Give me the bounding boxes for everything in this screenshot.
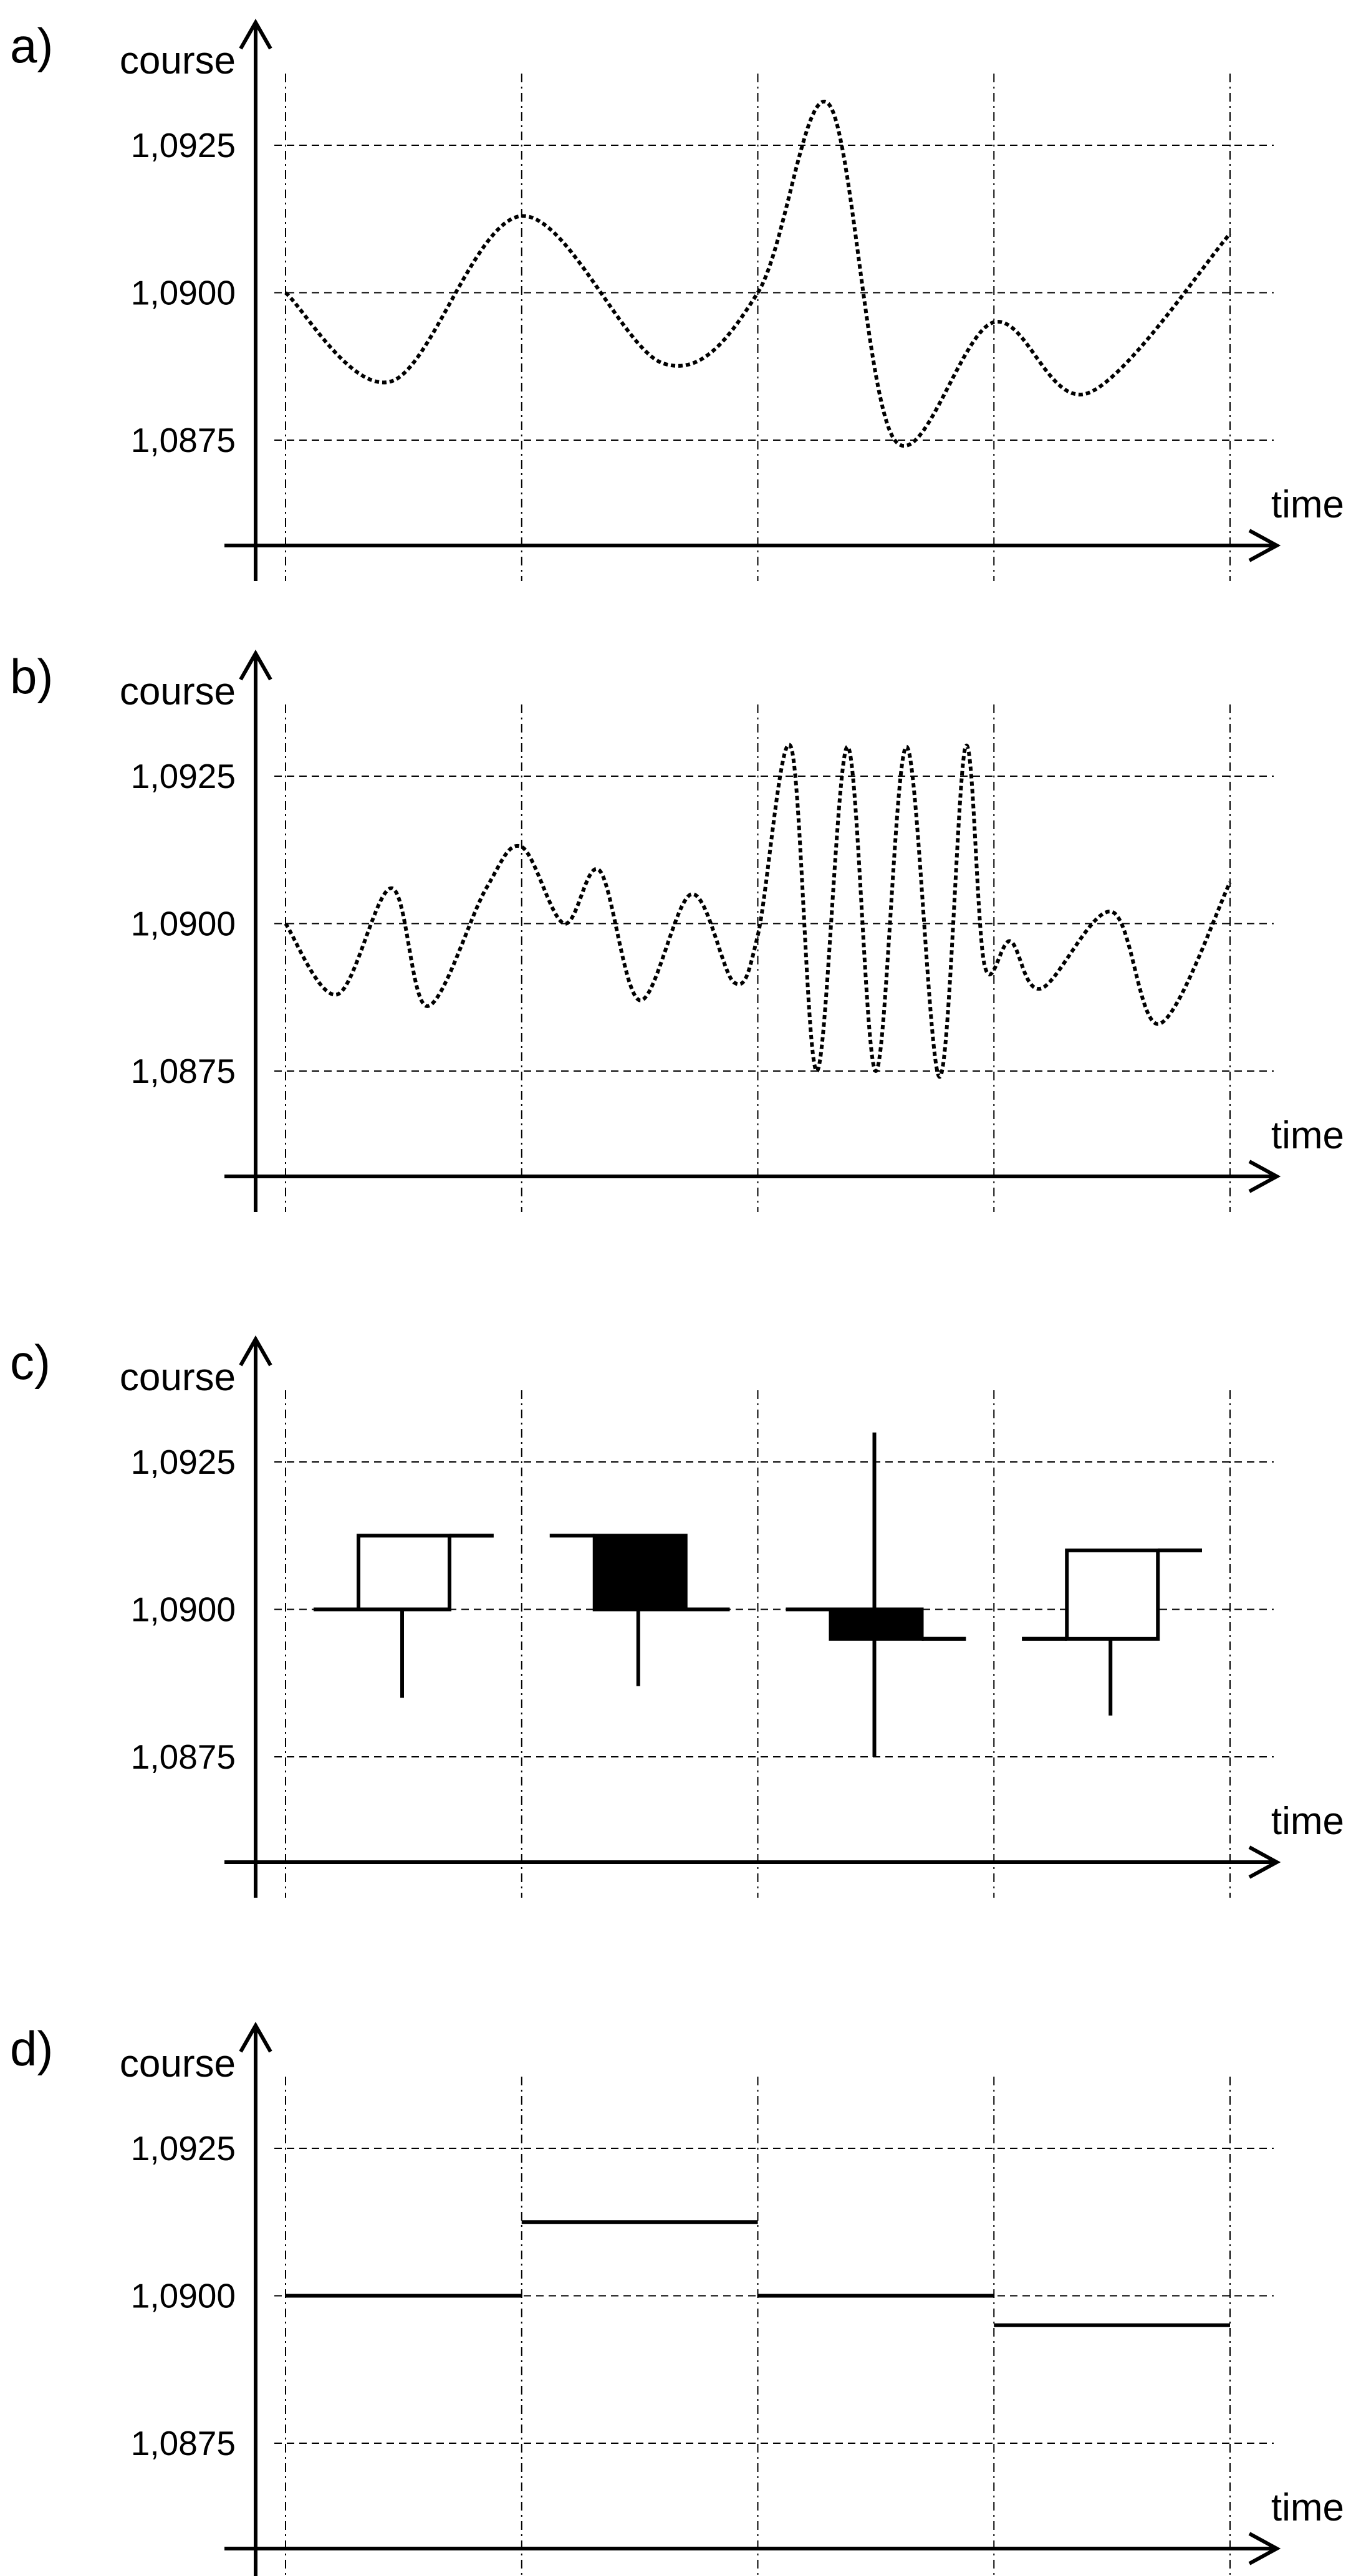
- y-axis-title: course: [120, 39, 236, 82]
- x-axis-arrow-icon: [1248, 529, 1281, 562]
- panel-c: c) course time 1,0925 1,0900 1,0875: [10, 1335, 1344, 1898]
- y-tick-label: 1,0875: [131, 1052, 236, 1090]
- x-axis-title: time: [1271, 2486, 1344, 2529]
- y-tick-label: 1,0925: [131, 1443, 236, 1481]
- x-axis-title: time: [1271, 1114, 1344, 1157]
- panel-letter: d): [10, 2021, 53, 2076]
- x-axis-title: time: [1271, 483, 1344, 526]
- panel-letter: c): [10, 1335, 50, 1390]
- panel-b: b) course time 1,0925 1,0900 1,0875: [10, 649, 1344, 1212]
- y-axis-title: course: [120, 2042, 236, 2085]
- candle-body: [1065, 1548, 1160, 1641]
- panel-d: d) course time 1,0925 1,0900 1,0875: [10, 2021, 1344, 2576]
- panel-letter: b): [10, 649, 53, 704]
- y-tick-label: 1,0900: [131, 2277, 236, 2315]
- y-axis-arrow-icon: [239, 18, 272, 50]
- series-line: [284, 100, 1232, 448]
- panel-a: a) course time 1,0925 1,0900 1,0875: [10, 18, 1344, 581]
- y-tick-label: 1,0925: [131, 126, 236, 165]
- candle-body: [829, 1607, 924, 1641]
- y-tick-label: 1,0900: [131, 905, 236, 943]
- y-axis-arrow-icon: [239, 2021, 272, 2053]
- x-axis-arrow-icon: [1248, 1160, 1281, 1193]
- y-tick-label: 1,0900: [131, 274, 236, 312]
- series-line: [284, 743, 1232, 1079]
- y-axis-arrow-icon: [239, 1335, 272, 1367]
- y-tick-label: 1,0875: [131, 1737, 236, 1776]
- x-axis-title: time: [1271, 1800, 1344, 1843]
- y-axis-title: course: [120, 670, 236, 713]
- candle-body: [357, 1534, 451, 1612]
- y-tick-label: 1,0900: [131, 1590, 236, 1629]
- x-axis-arrow-icon: [1248, 1845, 1281, 1879]
- y-axis-arrow-icon: [239, 649, 272, 681]
- y-tick-label: 1,0925: [131, 2129, 236, 2168]
- y-tick-label: 1,0875: [131, 421, 236, 459]
- y-tick-label: 1,0925: [131, 757, 236, 795]
- x-axis-arrow-icon: [1248, 2532, 1281, 2565]
- y-axis-title: course: [120, 1356, 236, 1399]
- candle-body: [592, 1534, 688, 1612]
- panel-letter: a): [10, 18, 53, 73]
- y-tick-label: 1,0875: [131, 2424, 236, 2463]
